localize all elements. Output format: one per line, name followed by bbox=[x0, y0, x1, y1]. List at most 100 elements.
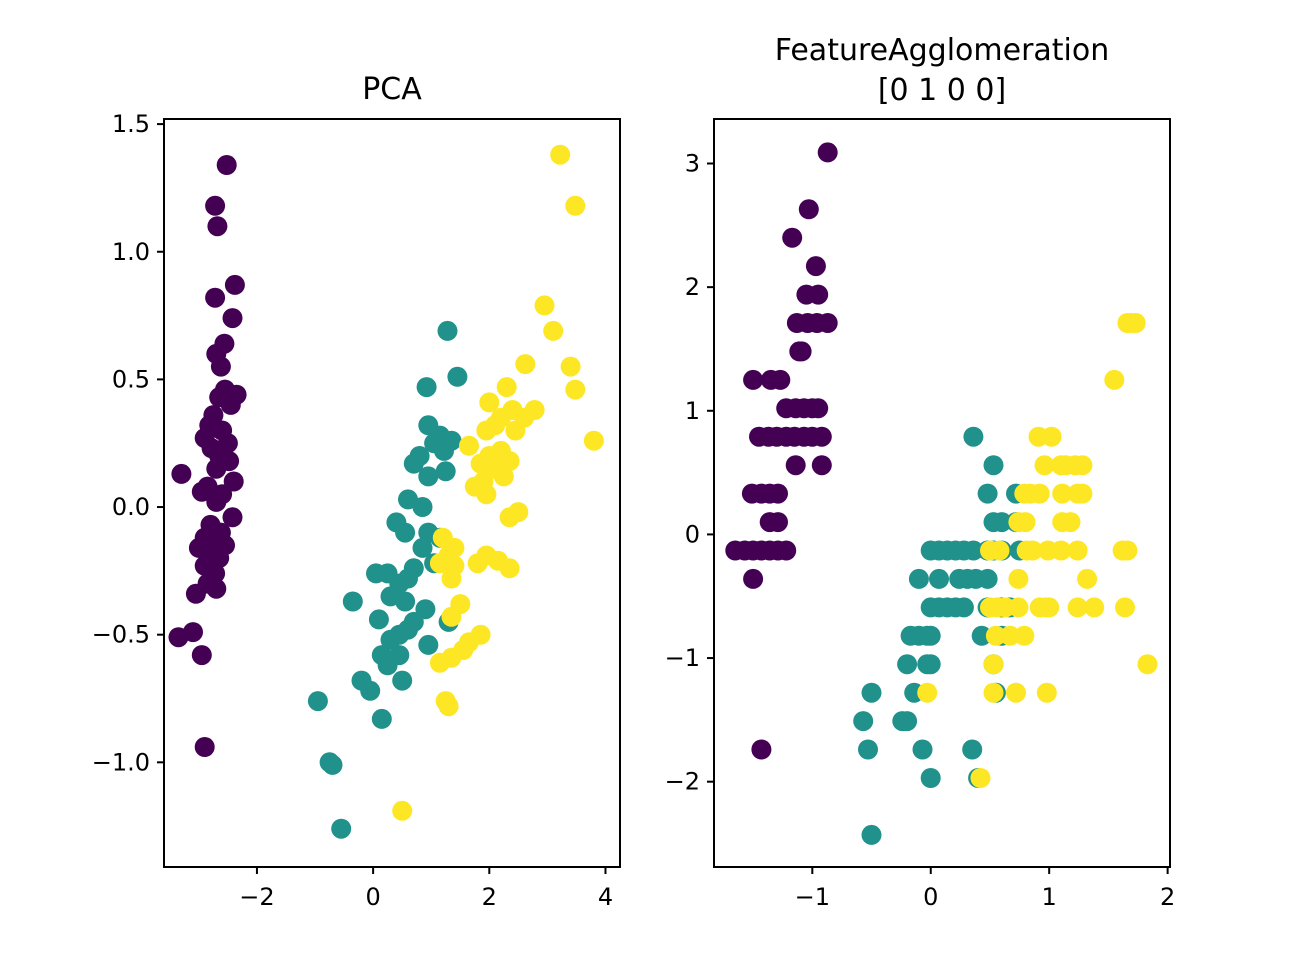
scatter-point bbox=[1052, 483, 1073, 504]
scatter-point bbox=[811, 455, 832, 476]
scatter-point bbox=[1117, 540, 1138, 561]
scatter-point bbox=[1137, 654, 1158, 675]
scatter-point bbox=[770, 369, 791, 390]
scatter-point bbox=[853, 711, 874, 732]
x-tick-label: 2 bbox=[1160, 883, 1175, 911]
scatter-point bbox=[743, 369, 764, 390]
scatter-point bbox=[583, 430, 604, 451]
scatter-point bbox=[920, 654, 941, 675]
scatter-point bbox=[191, 481, 212, 502]
scatter-point bbox=[479, 392, 500, 413]
scatter-point bbox=[205, 287, 226, 308]
scatter-point bbox=[983, 455, 1004, 476]
scatter-point bbox=[983, 682, 1004, 703]
scatter-point bbox=[1041, 426, 1062, 447]
chart-title-line: PCA bbox=[362, 72, 422, 107]
scatter-point bbox=[415, 599, 436, 620]
scatter-point bbox=[858, 739, 878, 760]
scatter-point bbox=[550, 144, 571, 165]
scatter-point bbox=[1084, 597, 1105, 618]
scatter-point bbox=[929, 568, 949, 589]
scatter-point bbox=[368, 609, 389, 630]
scatter-point bbox=[1000, 625, 1021, 646]
scatter-point bbox=[560, 356, 581, 377]
y-tick-label: −2 bbox=[665, 768, 700, 796]
chart-title-line: [0 1 0 0] bbox=[878, 73, 1006, 108]
scatter-point bbox=[1072, 483, 1093, 504]
scatter-point bbox=[1022, 540, 1043, 561]
scatter-point bbox=[953, 597, 974, 618]
pca-panel: −2 0 2 4 −1.0 −0.5 0.0 0.5 1.0 1.5 PCA bbox=[92, 72, 621, 911]
scatter-point bbox=[441, 568, 462, 589]
scatter-point bbox=[395, 522, 416, 543]
scatter-point bbox=[1051, 540, 1071, 561]
scatter-point bbox=[493, 466, 514, 487]
scatter-point bbox=[398, 568, 418, 589]
scatter-point bbox=[183, 622, 203, 643]
scatter-point bbox=[782, 227, 803, 248]
scatter-point bbox=[785, 455, 806, 476]
scatter-point bbox=[963, 540, 984, 561]
scatter-point bbox=[380, 629, 401, 650]
scatter-point bbox=[1014, 483, 1035, 504]
scatter-point bbox=[768, 483, 788, 504]
scatter-point bbox=[222, 308, 243, 329]
scatter-point bbox=[776, 540, 797, 561]
scatter-point bbox=[791, 341, 812, 362]
scatter-point bbox=[429, 652, 450, 673]
scatter-point bbox=[342, 591, 363, 612]
scatter-point bbox=[917, 682, 938, 703]
scatter-point bbox=[496, 377, 517, 398]
scatter-point bbox=[805, 256, 826, 277]
scatter-point bbox=[395, 591, 416, 612]
scatter-point bbox=[223, 471, 244, 492]
scatter-point bbox=[206, 578, 227, 599]
scatter-point bbox=[220, 394, 241, 415]
scatter-point bbox=[565, 195, 586, 216]
scatter-point bbox=[331, 818, 352, 839]
scatter-point bbox=[447, 366, 468, 387]
scatter-point bbox=[459, 435, 479, 456]
y-tick-label: 3 bbox=[685, 150, 700, 178]
y-tick-label: −1 bbox=[665, 644, 700, 672]
y-tick-label: 1.5 bbox=[112, 110, 150, 138]
scatter-point bbox=[207, 216, 228, 237]
scatter-point bbox=[392, 800, 413, 821]
scatter-point bbox=[185, 583, 206, 604]
y-tick-label: 1.0 bbox=[112, 238, 150, 266]
chart-title-line: FeatureAgglomeration bbox=[775, 33, 1110, 68]
scatter-point bbox=[366, 563, 386, 584]
x-tick-label: 2 bbox=[482, 883, 497, 911]
scatter-point bbox=[962, 739, 983, 760]
scatter-point bbox=[1060, 512, 1081, 533]
scatter-point bbox=[977, 568, 998, 589]
scatter-point bbox=[499, 507, 520, 528]
scatter-point bbox=[194, 737, 215, 757]
scatter-point bbox=[1077, 568, 1098, 589]
scatter-point bbox=[1072, 455, 1093, 476]
x-tick-label: −2 bbox=[239, 883, 274, 911]
scatter-point bbox=[377, 655, 398, 676]
scatter-point bbox=[989, 540, 1010, 561]
axes-frame bbox=[713, 118, 1171, 868]
scatter-point bbox=[322, 754, 343, 775]
scatter-point bbox=[1006, 682, 1026, 703]
scatter-point bbox=[505, 420, 526, 441]
scatter-point bbox=[418, 634, 439, 655]
scatter-point bbox=[412, 497, 433, 517]
scatter-point bbox=[416, 377, 437, 398]
y-tick-label: 0.0 bbox=[112, 493, 150, 521]
scatter-point bbox=[418, 466, 439, 487]
scatter-point bbox=[971, 625, 992, 646]
scatter-point bbox=[1034, 455, 1055, 476]
scatter-point bbox=[307, 691, 328, 712]
y-tick-label: 1 bbox=[685, 397, 700, 425]
x-tick-label: 4 bbox=[598, 883, 613, 911]
chart-title: PCA bbox=[362, 72, 422, 107]
scatter-point bbox=[817, 313, 838, 333]
scatter-point bbox=[224, 274, 245, 295]
scatter-point bbox=[543, 320, 564, 341]
x-tick-label: 0 bbox=[923, 883, 938, 911]
x-tick-label: 0 bbox=[365, 883, 380, 911]
